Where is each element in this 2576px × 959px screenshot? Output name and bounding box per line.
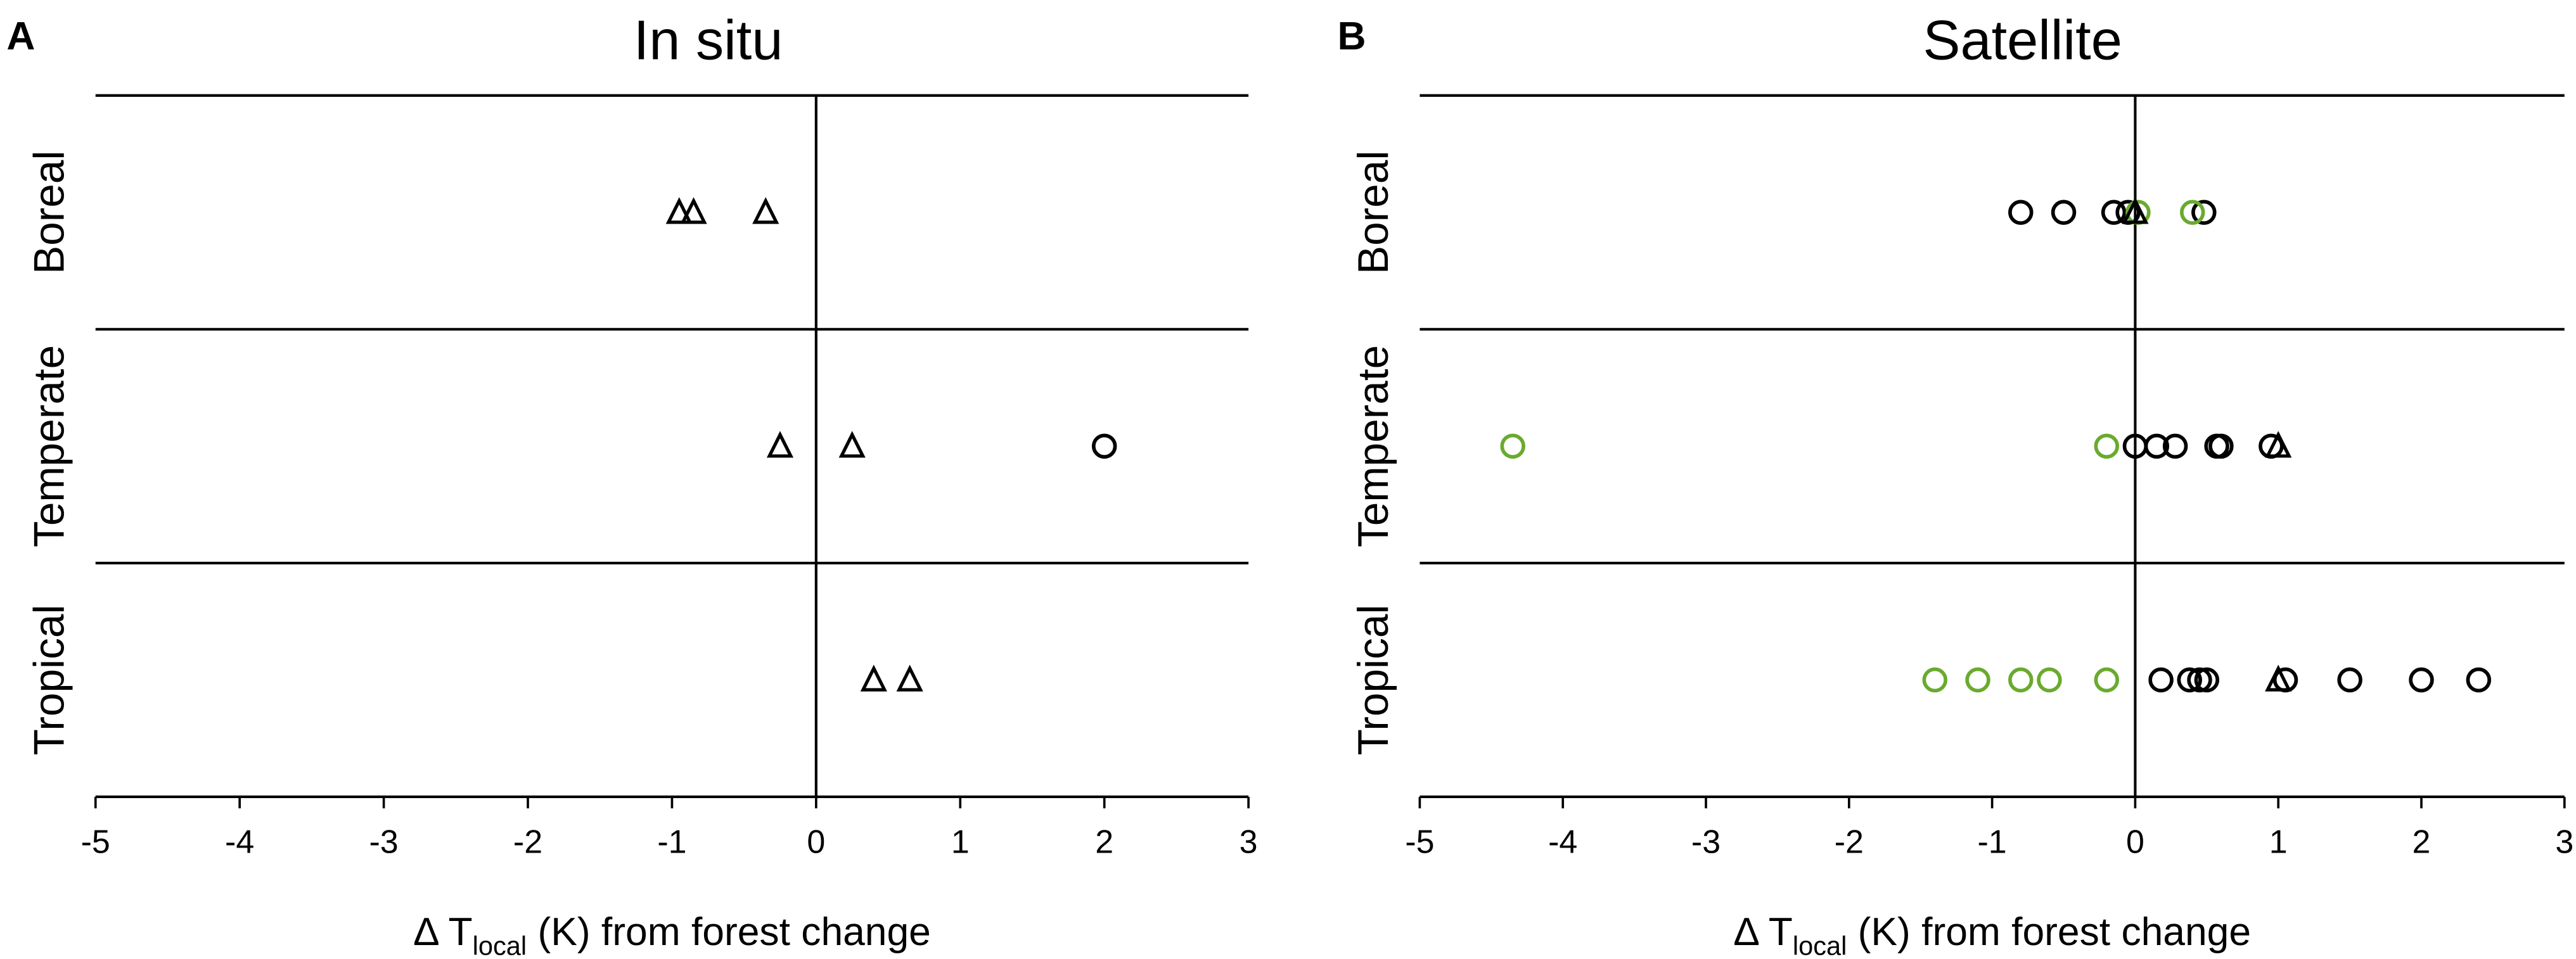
x-tick-label: -3 <box>369 823 398 860</box>
data-point-circle <box>2051 200 2077 225</box>
x-tick-label: -1 <box>657 823 686 860</box>
x-axis-title: Δ Tlocal (K) from forest change <box>1733 910 2251 959</box>
data-point-circle <box>2208 433 2234 459</box>
x-tick-label: 3 <box>1240 823 1258 860</box>
x-tick-label: 0 <box>807 823 825 860</box>
x-tick-label: 2 <box>1095 823 1113 860</box>
data-point-circle <box>2101 200 2127 225</box>
data-point-circle <box>2337 667 2362 693</box>
data-point-circle <box>2409 667 2434 693</box>
data-point-circle <box>2187 667 2212 693</box>
figure-content: A In situ Boreal Temperate Tropical -5 -4 -3 -2 -… <box>6 9 2573 959</box>
data-point-circle <box>1091 433 1117 459</box>
x-tick-label: 3 <box>2555 823 2573 860</box>
panel-letter: A <box>6 15 35 58</box>
x-tick-label: 2 <box>2413 823 2431 860</box>
data-point-circle <box>1965 667 1990 693</box>
data-point-triangle <box>766 431 794 458</box>
panel-a: A In situ Boreal Temperate Tropical -5 -4 -3 -2 -… <box>6 9 1257 959</box>
x-axis-title: Δ Tlocal (K) from forest change <box>413 910 931 959</box>
row-label-temperate: Temperate <box>1350 345 1397 547</box>
x-axis-title-main: Δ T <box>1733 910 1793 954</box>
row-label-tropical: Tropical <box>25 605 73 756</box>
panel-title: In situ <box>634 9 783 72</box>
data-point-circle <box>1922 667 1948 693</box>
data-point-circle <box>2094 667 2120 693</box>
data-point-circle <box>2148 667 2174 693</box>
x-tick-label: -5 <box>81 823 110 860</box>
panel-b: B Satellite Boreal Temperate Tropical -5 -4 -3 -… <box>1337 9 2573 959</box>
data-point-circle <box>2177 667 2202 693</box>
data-point-circle <box>2162 433 2188 459</box>
data-point-circle <box>2037 667 2062 693</box>
x-tick-label: 1 <box>2269 823 2288 860</box>
panel-letter: B <box>1337 15 1366 58</box>
x-tick-label: -4 <box>1548 823 1577 860</box>
data-point-triangle <box>2265 431 2292 458</box>
data-point-circle <box>2094 433 2120 459</box>
data-point-circle <box>2466 667 2492 693</box>
data-point-triangle <box>752 197 779 224</box>
data-point-circle <box>2194 667 2220 693</box>
x-tick-label: -2 <box>1835 823 1864 860</box>
x-tick-label: 1 <box>951 823 970 860</box>
data-point-triangle <box>838 431 866 458</box>
x-axis-title-rest: (K) from forest change <box>1847 910 2251 954</box>
x-axis-title-main: Δ T <box>413 910 473 954</box>
data-point-circle <box>2008 667 2034 693</box>
x-tick-label: -1 <box>1978 823 2007 860</box>
data-point-triangle <box>2122 197 2149 224</box>
data-point-circle <box>2008 200 2034 225</box>
x-tick-label: -5 <box>1405 823 1434 860</box>
data-point-triangle <box>665 197 693 224</box>
data-point-circle <box>2191 200 2217 225</box>
row-label-temperate: Temperate <box>25 345 73 547</box>
x-axis-title-subscript: local <box>473 930 527 959</box>
row-label-tropical: Tropical <box>1350 605 1397 756</box>
row-label-boreal: Boreal <box>1350 151 1397 274</box>
x-tick-label: 0 <box>2126 823 2144 860</box>
x-axis-title-rest: (K) from forest change <box>527 910 931 954</box>
data-point-circle <box>2179 200 2205 225</box>
data-point-triangle <box>860 664 887 692</box>
data-point-triangle <box>896 664 923 692</box>
panel-title: Satellite <box>1923 9 2122 72</box>
row-label-boreal: Boreal <box>25 151 73 274</box>
x-tick-label: -4 <box>225 823 254 860</box>
data-point-circle <box>1500 433 1525 459</box>
data-point-circle <box>2144 433 2170 459</box>
x-axis-title-subscript: local <box>1793 930 1847 959</box>
data-point-triangle <box>2265 664 2292 692</box>
x-tick-label: -2 <box>513 823 542 860</box>
data-point-triangle <box>680 197 707 224</box>
x-tick-label: -3 <box>1691 823 1721 860</box>
